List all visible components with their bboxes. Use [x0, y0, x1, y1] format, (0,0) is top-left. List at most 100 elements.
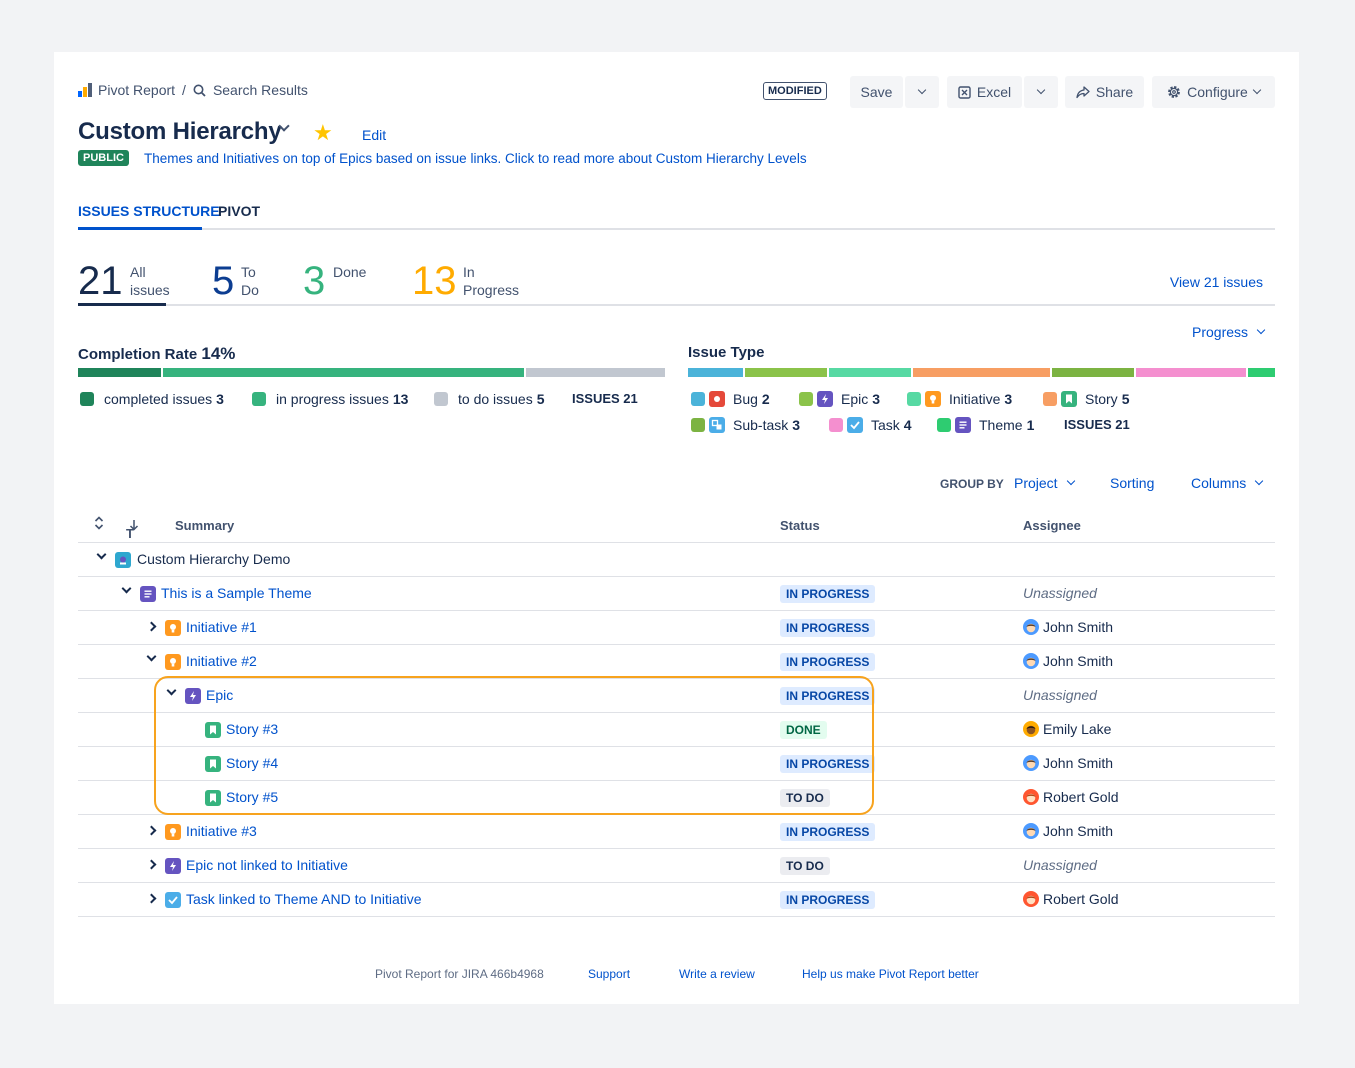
issue-type-legend-item[interactable]: Epic 3 [799, 391, 880, 407]
legend-swatch [907, 392, 921, 406]
legend-label: Sub-task [733, 417, 789, 433]
row-summary-link[interactable]: Custom Hierarchy Demo [137, 551, 291, 567]
task-icon [165, 892, 181, 908]
columns-dropdown[interactable]: Columns [1191, 475, 1264, 491]
status-badge: IN PROGRESS [780, 585, 876, 603]
footer-support-link[interactable]: Support [588, 967, 631, 981]
tab-issues-structure[interactable]: ISSUES STRUCTURE [78, 203, 220, 219]
initiative-icon [165, 620, 181, 636]
share-button[interactable]: Share [1065, 76, 1144, 108]
row-summary-link[interactable]: Initiative #3 [186, 823, 257, 839]
collapse-chevron-icon[interactable] [166, 685, 177, 696]
group-by-dropdown[interactable]: Project [1014, 475, 1075, 491]
row-summary-link[interactable]: Task linked to Theme AND to Initiative [186, 891, 422, 907]
issue-type-legend-item[interactable]: Bug 2 [691, 391, 770, 407]
page-title: Custom Hierarchy [78, 118, 282, 145]
row-assignee: Unassigned [1023, 585, 1097, 601]
summary-column-header[interactable]: Summary [175, 518, 235, 533]
legend-label: Epic [841, 391, 869, 407]
type-column-header[interactable]: T [126, 518, 139, 541]
bar-segment-completed [78, 368, 162, 377]
table-row[interactable]: Story #4 IN PROGRESS John Smith [78, 747, 1275, 781]
table-row[interactable]: Epic IN PROGRESS Unassigned [78, 679, 1275, 713]
legend-label: completed issues [104, 391, 213, 407]
legend-swatch [799, 392, 813, 406]
status-column-header[interactable]: Status [780, 518, 820, 533]
table-row[interactable]: Initiative #3 IN PROGRESS John Smith [78, 815, 1275, 849]
description-link[interactable]: Themes and Initiatives on top of Epics b… [144, 151, 807, 166]
epic-icon [185, 688, 201, 704]
save-dropdown-button[interactable] [905, 76, 939, 108]
chevron-down-icon [1066, 476, 1075, 486]
expand-chevron-icon[interactable] [146, 621, 157, 632]
row-summary-link[interactable]: Story #4 [226, 755, 279, 771]
breadcrumb-app-link[interactable]: Pivot Report [98, 82, 176, 98]
legend-count: 13 [392, 391, 409, 407]
legend-swatch [691, 418, 705, 432]
issue-type-legend-item[interactable]: Task 4 [829, 417, 912, 433]
footer-review-link[interactable]: Write a review [679, 967, 755, 981]
table-row[interactable]: Initiative #1 IN PROGRESS John Smith [78, 611, 1275, 645]
assignee-name: Unassigned [1023, 857, 1097, 873]
completion-legend-item[interactable]: in progress issues 13 [252, 391, 408, 407]
bug-icon [709, 391, 725, 407]
share-icon [1076, 85, 1090, 98]
table-row[interactable]: Custom Hierarchy Demo [78, 543, 1275, 577]
breadcrumb-search-link[interactable]: Search Results [212, 82, 308, 98]
excel-dropdown-button[interactable] [1024, 76, 1058, 108]
completion-legend-item[interactable]: to do issues 5 [434, 391, 545, 407]
configure-button[interactable]: Configure [1152, 76, 1275, 108]
legend-count: 3 [1004, 391, 1013, 407]
breadcrumb: Pivot Report / Search Results [78, 82, 308, 98]
breadcrumb-separator: / [182, 82, 186, 98]
issue-type-legend-item[interactable]: Theme 1 [937, 417, 1034, 433]
stat-done-label: Done [333, 264, 367, 280]
issue-type-legend-item[interactable]: Initiative 3 [907, 391, 1012, 407]
configure-label: Configure [1187, 84, 1248, 100]
footer-help-link[interactable]: Help us make Pivot Report better [802, 967, 979, 981]
expand-chevron-icon[interactable] [146, 893, 157, 904]
table-row[interactable]: Epic not linked to Initiative TO DO Unassi… [78, 849, 1275, 883]
assignee-column-header[interactable]: Assignee [1023, 518, 1081, 533]
expand-collapse-all-icon[interactable] [94, 516, 104, 533]
tab-pivot[interactable]: PIVOT [218, 203, 261, 219]
completion-legend-item[interactable]: completed issues 3 [80, 391, 224, 407]
progress-dropdown[interactable]: Progress [1192, 324, 1266, 340]
table-row[interactable]: Story #3 DONE Emily Lake [78, 713, 1275, 747]
edit-link[interactable]: Edit [362, 127, 387, 143]
expand-chevron-icon[interactable] [146, 825, 157, 836]
initiative-icon [165, 824, 181, 840]
row-summary-link[interactable]: This is a Sample Theme [161, 585, 312, 601]
active-stat-indicator [78, 303, 166, 306]
row-summary-link[interactable]: Epic not linked to Initiative [186, 857, 348, 873]
collapse-chevron-icon[interactable] [146, 651, 157, 662]
excel-button[interactable]: Excel [947, 76, 1022, 108]
table-row[interactable]: Initiative #2 IN PROGRESS John Smith [78, 645, 1275, 679]
collapse-chevron-icon[interactable] [96, 549, 107, 560]
row-assignee: John Smith [1023, 823, 1113, 839]
issue-type-legend-item[interactable]: Sub-task 3 [691, 417, 800, 433]
bar-segment-epic [744, 368, 827, 377]
status-badge: IN PROGRESS [780, 653, 876, 671]
row-summary-link[interactable]: Initiative #2 [186, 653, 257, 669]
story-icon [205, 790, 221, 806]
row-assignee: Robert Gold [1023, 891, 1118, 907]
row-summary-link[interactable]: Story #5 [226, 789, 279, 805]
row-summary-link[interactable]: Epic [206, 687, 234, 703]
sorting-link[interactable]: Sorting [1110, 475, 1154, 491]
table-row[interactable]: Story #5 TO DO Robert Gold [78, 781, 1275, 815]
save-button[interactable]: Save [850, 76, 903, 108]
completion-rate-value: 14% [201, 344, 236, 363]
row-summary-link[interactable]: Story #3 [226, 721, 279, 737]
table-row[interactable]: Task linked to Theme AND to Initiative IN… [78, 883, 1275, 917]
table-row[interactable]: This is a Sample Theme IN PROGRESS Unassig… [78, 577, 1275, 611]
status-badge: DONE [780, 721, 827, 739]
expand-chevron-icon[interactable] [146, 859, 157, 870]
row-summary-link[interactable]: Initiative #1 [186, 619, 257, 635]
collapse-chevron-icon[interactable] [121, 583, 132, 594]
favorite-star-icon[interactable]: ★ [313, 120, 333, 145]
status-badge: TO DO [780, 789, 830, 807]
legend-label: in progress issues [276, 391, 389, 407]
view-issues-link[interactable]: View 21 issues [1169, 274, 1263, 290]
issue-type-legend-item[interactable]: Story 5 [1043, 391, 1129, 407]
